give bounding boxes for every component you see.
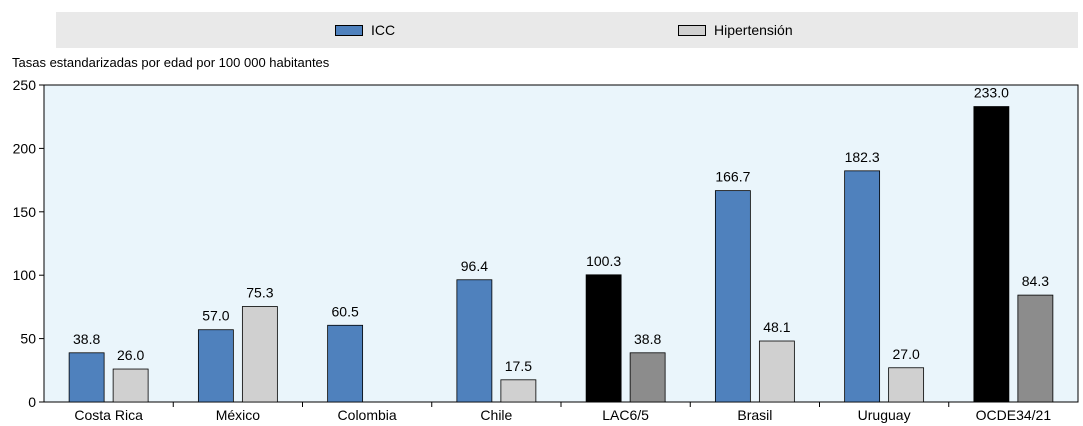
x-category-label: Brasil	[737, 407, 772, 423]
x-category-label: Chile	[480, 407, 512, 423]
data-label-hipertension: 48.1	[763, 319, 790, 335]
bar-icc	[456, 279, 493, 403]
y-tick-label: 150	[13, 204, 37, 220]
data-label-hipertension: 38.8	[634, 331, 661, 347]
legend-label-hipertension: Hipertensión	[714, 22, 793, 38]
legend-item-icc: ICC	[335, 12, 395, 48]
bar-icc	[68, 352, 105, 403]
x-category-label: OCDE34/21	[976, 407, 1052, 423]
y-tick-label: 200	[13, 140, 37, 156]
data-label-hipertension: 17.5	[505, 358, 532, 374]
bar-icc	[585, 274, 622, 403]
y-tick-label: 250	[13, 77, 37, 93]
bar-hipertension	[758, 340, 795, 403]
data-label-icc: 96.4	[461, 258, 488, 274]
data-label-icc: 100.3	[586, 253, 621, 269]
y-tick-label: 50	[20, 331, 36, 347]
y-tick-label: 0	[28, 394, 36, 410]
bar-hipertension	[1017, 294, 1054, 403]
legend-swatch-icc	[335, 24, 363, 36]
y-axis-title: Tasas estandarizadas por edad por 100 00…	[12, 55, 330, 70]
data-label-icc: 60.5	[332, 303, 359, 319]
legend: ICC Hipertensión	[56, 12, 1078, 48]
bar-icc	[973, 106, 1010, 403]
bar-hipertension	[888, 367, 925, 403]
data-label-icc: 57.0	[202, 308, 229, 324]
x-category-label: Costa Rica	[74, 407, 143, 423]
data-label-icc: 233.0	[974, 85, 1009, 101]
data-label-hipertension: 26.0	[117, 347, 144, 363]
data-label-icc: 166.7	[715, 169, 750, 185]
bar-icc	[844, 170, 881, 403]
legend-item-hipertension: Hipertensión	[678, 12, 793, 48]
y-tick-label: 100	[13, 267, 37, 283]
bar-icc	[327, 324, 364, 403]
x-category-label: Uruguay	[858, 407, 911, 423]
x-category-label: LAC6/5	[602, 407, 649, 423]
data-label-hipertension: 75.3	[246, 285, 273, 301]
legend-swatch-hipertension	[678, 24, 706, 36]
bar-icc	[714, 190, 751, 403]
bar-hipertension	[112, 368, 149, 403]
data-label-hipertension: 27.0	[893, 346, 920, 362]
bar-hipertension	[629, 352, 666, 403]
legend-label-icc: ICC	[371, 22, 396, 38]
x-category-label: Colombia	[338, 407, 397, 423]
bar-icc	[197, 329, 234, 403]
x-category-label: México	[216, 407, 261, 423]
data-label-icc: 182.3	[845, 149, 880, 165]
bar-hipertension	[500, 379, 537, 403]
data-label-hipertension: 84.3	[1022, 273, 1049, 289]
data-label-icc: 38.8	[73, 331, 100, 347]
bar-hipertension	[241, 306, 278, 403]
